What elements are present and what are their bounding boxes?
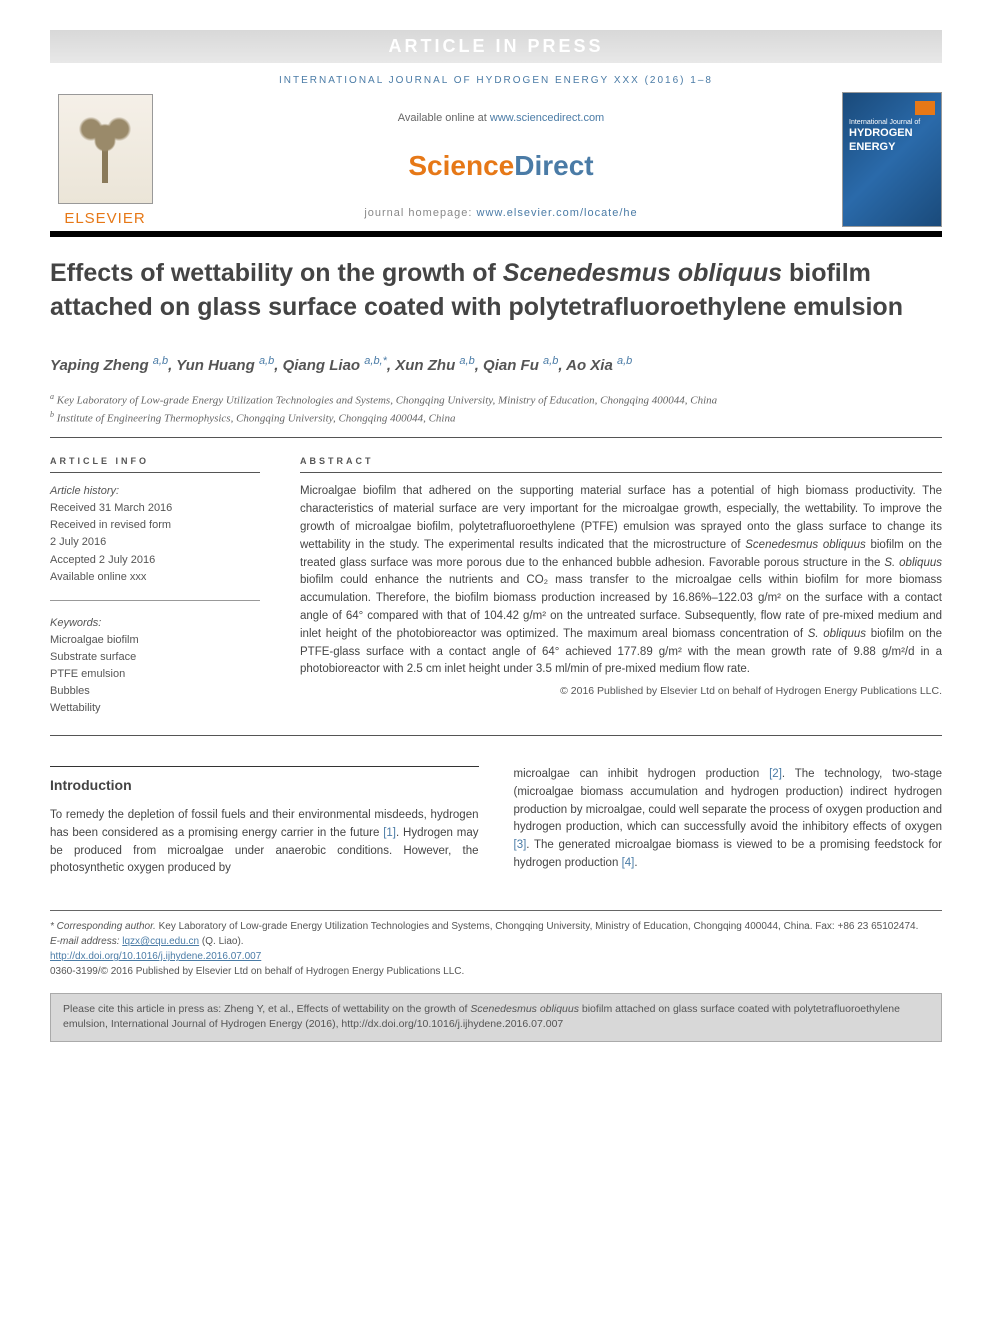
authors-list: Yaping Zheng a,b, Yun Huang a,b, Qiang L… [50,353,942,378]
keyword: Microalgae biofilm [50,632,260,649]
keyword: Wettability [50,700,260,717]
footnote: * Corresponding author. Key Laboratory o… [50,919,942,979]
col2-p4: . [634,857,637,869]
sciencedirect-url[interactable]: www.sciencedirect.com [490,112,604,124]
thick-rule [50,231,942,237]
author-aff: a,b [259,355,274,367]
doi-link[interactable]: http://dx.doi.org/10.1016/j.ijhydene.201… [50,951,261,962]
body-col-left: Introduction To remedy the depletion of … [50,766,479,878]
affiliation: a Key Laboratory of Low-grade Energy Uti… [50,391,942,409]
cover-line2: HYDROGEN [849,127,935,140]
available-online-text: Available online at [398,112,490,124]
keyword: Bubbles [50,683,260,700]
abstract-col: ABSTRACT Microalgae biofilm that adhered… [300,456,942,717]
ref-3[interactable]: [3] [514,839,527,851]
journal-homepage: journal homepage: www.elsevier.com/locat… [185,207,817,219]
cite-box: Please cite this article in press as: Zh… [50,993,942,1041]
authors-rule [50,437,942,438]
abstract-species: Scenedesmus obliquus [745,539,865,551]
keyword: PTFE emulsion [50,666,260,683]
history-received: Received 31 March 2016 [50,500,260,517]
corresp-label: * Corresponding author. [50,921,156,932]
abstract-text: Microalgae biofilm that adhered on the s… [300,483,942,679]
header-center: Available online at www.sciencedirect.co… [175,92,827,227]
author-aff: a,b,* [364,355,387,367]
col2-p1: microalgae can inhibit hydrogen producti… [514,768,770,780]
corresponding-author: * Corresponding author. Key Laboratory o… [50,919,942,934]
ref-4[interactable]: [4] [622,857,635,869]
body-col-right: microalgae can inhibit hydrogen producti… [514,766,943,878]
author: Yun Huang a,b [176,357,274,374]
email-label: E-mail address: [50,936,122,947]
issn-line: 0360-3199/© 2016 Published by Elsevier L… [50,964,942,979]
cite-species: Scenedesmus obliquus [470,1003,579,1015]
homepage-url[interactable]: www.elsevier.com/locate/he [477,207,638,219]
article-in-press-banner: ARTICLE IN PRESS [50,30,942,63]
author-aff: a,b [459,355,474,367]
sciencedirect-logo: ScienceDirect [185,150,817,182]
author: Ao Xia a,b [566,357,632,374]
article-info-heading: ARTICLE INFO [50,456,260,473]
available-online: Available online at www.sciencedirect.co… [185,112,817,124]
keyword: Substrate surface [50,649,260,666]
sd-science: Science [408,150,514,181]
history-label: Article history: [50,483,260,500]
email-link[interactable]: lqzx@cqu.edu.cn [122,936,199,947]
article-title: Effects of wettability on the growth of … [50,257,942,325]
history-revised: Received in revised form [50,517,260,534]
intro-para-2: microalgae can inhibit hydrogen producti… [514,766,943,873]
author-aff: a,b [153,355,168,367]
author: Yaping Zheng a,b [50,357,168,374]
info-abstract-row: ARTICLE INFO Article history: Received 3… [50,456,942,717]
intro-para-1: To remedy the depletion of fossil fuels … [50,807,479,878]
author-aff: a,b [617,355,632,367]
keywords-block: Keywords: Microalgae biofilmSubstrate su… [50,615,260,717]
col2-p3: . The generated microalgae biomass is vi… [514,839,943,869]
history-accepted: Accepted 2 July 2016 [50,552,260,569]
author: Qiang Liao a,b,* [283,357,387,374]
cite-pre: Please cite this article in press as: Zh… [63,1003,470,1015]
info-divider [50,600,260,601]
intro-heading: Introduction [50,766,479,793]
history-revised-date: 2 July 2016 [50,534,260,551]
cover-title: International Journal of HYDROGEN ENERGY [849,119,935,154]
abstract-species: S. obliquus [884,557,942,569]
elsevier-tree-icon [58,94,153,204]
footnote-rule [50,910,942,911]
homepage-label: journal homepage: [364,207,476,219]
affiliations: a Key Laboratory of Low-grade Energy Uti… [50,391,942,427]
keywords-label: Keywords: [50,615,260,632]
author: Qian Fu a,b [483,357,558,374]
title-species: Scenedesmus obliquus [503,259,782,287]
email-who: (Q. Liao). [199,936,243,947]
body-columns: Introduction To remedy the depletion of … [50,766,942,878]
author: Xun Zhu a,b [395,357,474,374]
affiliation: b Institute of Engineering Thermophysics… [50,409,942,427]
history-online: Available online xxx [50,569,260,586]
journal-header-ref: INTERNATIONAL JOURNAL OF HYDROGEN ENERGY… [50,69,942,92]
cover-line1: International Journal of [849,119,920,126]
journal-cover-icon: International Journal of HYDROGEN ENERGY [842,92,942,227]
abstract-heading: ABSTRACT [300,456,942,473]
article-info-col: ARTICLE INFO Article history: Received 3… [50,456,260,717]
sd-direct: Direct [514,150,593,181]
abstract-species: S. obliquus [808,628,866,640]
corresp-text: Key Laboratory of Low-grade Energy Utili… [156,921,919,932]
abstract-copyright: © 2016 Published by Elsevier Ltd on beha… [300,685,942,697]
article-history: Article history: Received 31 March 2016 … [50,483,260,585]
cover-line3: ENERGY [849,141,935,154]
elsevier-logo: ELSEVIER [50,92,160,227]
header-section: ELSEVIER Available online at www.science… [50,92,942,227]
author-aff: a,b [543,355,558,367]
ref-1[interactable]: [1] [383,827,396,839]
abstract-rule [50,735,942,736]
title-pre: Effects of wettability on the growth of [50,259,503,287]
ref-2[interactable]: [2] [769,768,782,780]
elsevier-label: ELSEVIER [64,210,145,227]
email-line: E-mail address: lqzx@cqu.edu.cn (Q. Liao… [50,934,942,949]
